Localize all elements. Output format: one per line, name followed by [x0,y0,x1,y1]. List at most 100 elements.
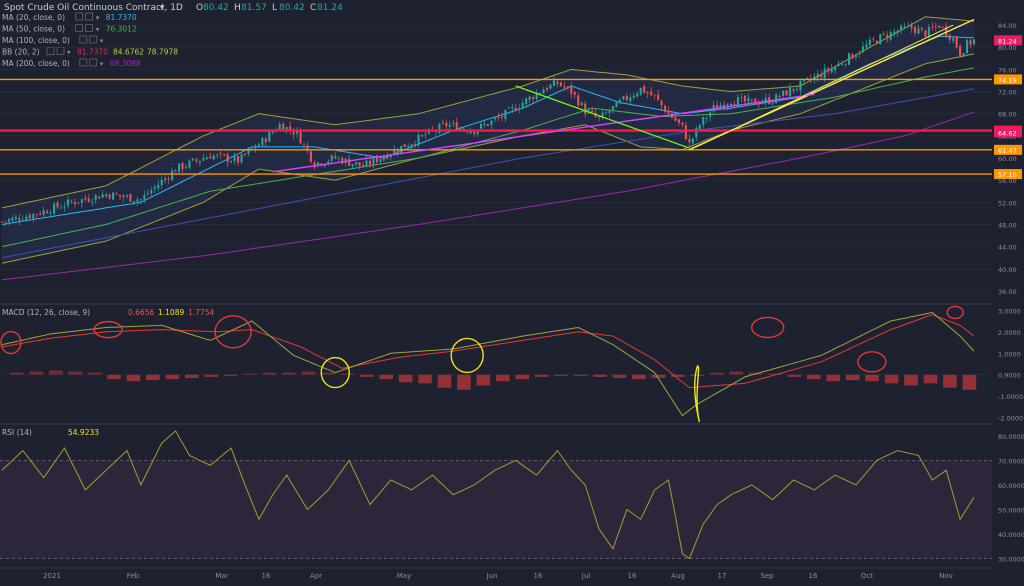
visibility-toggle-icon[interactable] [79,58,88,67]
candle-body [112,192,115,200]
rsi-tick-label: 80.0000 [998,433,1024,441]
candle [448,120,451,131]
annotation-mark-yellow[interactable] [694,365,701,423]
candle-body [355,162,358,165]
candle-body [334,156,337,159]
x-tick-label: Nov [939,572,953,580]
visibility-toggle-icon[interactable] [75,24,84,32]
macd-pane[interactable]: MACD (12, 26, close, 9) 0.6656 1.1089 1.775… [0,305,992,423]
macd-histogram-bar [379,374,393,380]
candle [146,189,149,196]
candle-body [202,158,205,161]
settings-gear-icon[interactable] [89,35,98,44]
candle-body [893,31,896,33]
candle-body [917,28,920,35]
rsi-tick-label: 40.0000 [998,531,1024,539]
annotation-circle-red[interactable] [0,330,22,355]
candle [309,150,312,164]
candle-body [164,178,167,181]
candle-body [955,36,958,48]
candle-body [931,26,934,28]
candle [167,176,170,185]
macd-tick-label: -1.0000 [998,393,1023,401]
candle-body [545,88,549,90]
trendline-yellow-upper[interactable] [696,24,954,148]
candle-body [816,73,819,78]
candle-body [91,201,94,203]
candle-body [125,195,129,197]
annotation-circle-red[interactable] [857,351,887,373]
candle-body [73,202,76,205]
more-options-icon[interactable]: ▾ [100,60,104,68]
annotation-circle-red[interactable] [93,320,123,339]
visibility-toggle-icon[interactable] [79,35,88,44]
candle [21,215,24,222]
x-tick-label: Mar [215,572,228,580]
candle [945,22,948,38]
candle [622,95,625,101]
more-options-icon[interactable]: ▾ [96,14,100,22]
annotation-circle-red[interactable] [214,315,252,349]
candle [150,186,153,198]
candle-body [910,25,913,29]
candle-body [184,166,188,168]
price-pane[interactable] [0,16,992,292]
candle [559,81,562,87]
candle [70,199,73,204]
price-axis[interactable]: 84.0080.0076.0072.0068.0064.0060.0056.00… [992,0,1024,582]
candle-body [591,110,594,112]
macd-histogram-bar [301,371,316,375]
candle-body [900,25,903,31]
annotation-circle-red[interactable] [751,316,785,339]
candle-body [21,220,24,221]
macd-tick-label: 3.0000 [998,307,1021,315]
candle [219,151,222,159]
candle-body [747,97,750,102]
candle-body [688,139,691,143]
annotation-circle-yellow[interactable] [320,356,350,389]
macd-histogram-bar [262,372,277,375]
settings-gear-icon[interactable] [85,24,94,32]
candle-body [657,94,660,100]
candle [882,31,885,37]
candle-body [393,149,396,156]
candle-body [740,96,743,98]
candle [611,105,615,114]
candle-body [559,82,562,86]
settings-gear-icon[interactable] [89,58,98,67]
candle [483,119,486,128]
candle-body [674,117,677,121]
macd-histogram-bar [923,374,938,384]
candle-body [670,113,674,118]
candle [775,92,778,104]
candle [247,146,250,157]
candle-body [806,77,809,79]
more-options-icon[interactable]: ▾ [96,26,100,34]
candle [414,140,417,148]
candle [886,30,889,43]
annotation-circle-yellow[interactable] [450,337,484,374]
trendline-magenta[interactable] [272,93,815,173]
candle [525,97,528,109]
title-dropdown-icon[interactable]: ▾ [160,3,164,12]
candle-body [695,127,698,138]
more-options-icon[interactable]: ▾ [100,37,104,45]
macd-histogram-bar [418,374,432,384]
candle-body [556,81,559,84]
macd-value: 1.7754 [188,308,214,317]
trendline-green[interactable] [515,85,690,149]
candle-body [66,199,69,206]
candle [11,215,14,222]
candle [504,109,507,123]
settings-gear-icon[interactable] [85,12,94,21]
rsi-pane[interactable]: RSI (14) 54.9233 [0,428,992,560]
more-options-icon[interactable]: ▾ [67,49,71,57]
candle-body [361,165,365,167]
visibility-toggle-icon[interactable] [75,12,84,21]
candle [854,52,858,60]
macd-tick-label: 2.0000 [998,329,1021,337]
macd-histogram-bar [10,372,24,375]
price-tick-label: 60.00 [998,155,1017,163]
annotation-circle-red[interactable] [946,305,964,320]
